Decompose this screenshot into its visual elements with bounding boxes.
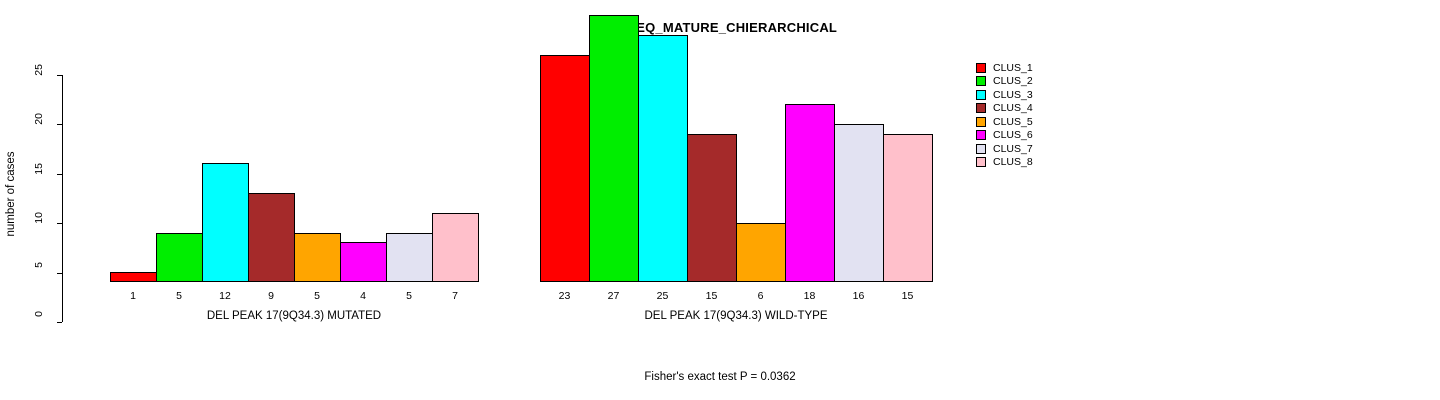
y-tick-25: [57, 75, 62, 76]
panel-mutated: 1 5 12 9 5 4 5 7 DEL PEAK 17(9Q34.3) MUTATED: [0, 60, 500, 360]
x-axis-label-mutated: DEL PEAK 17(9Q34.3) MUTATED: [206, 310, 382, 322]
y-tick-0: [57, 322, 62, 323]
legend-item-label: CLUS_3: [993, 88, 1033, 101]
bar-clus_4: [248, 193, 295, 282]
bar-clus_6: [340, 242, 387, 282]
bar-clus_4: [687, 133, 737, 282]
x-tick-label: 5: [406, 290, 412, 302]
x-tick-label: 5: [314, 290, 320, 302]
chart-title: MIRSEQ_MATURE_CHIERARCHICAL: [602, 20, 838, 35]
y-axis-line: [62, 75, 63, 322]
legend-item-label: CLUS_1: [993, 61, 1033, 74]
y-tick-5: [57, 272, 62, 274]
legend: CLUS_1 CLUS_2 CLUS_3 CLUS_4 CLUS_5 CLUS_6 CLUS…: [976, 61, 1033, 169]
bar-clus_3: [638, 35, 688, 282]
bar-clus_5: [294, 232, 341, 282]
plot-area-mutated: [110, 35, 479, 282]
x-axis-line-wildtype: [540, 281, 932, 282]
legend-item-label: CLUS_2: [993, 75, 1033, 88]
x-tick-label: 23: [558, 290, 571, 302]
bar-group-mutated: [110, 35, 479, 282]
legend-item-label: CLUS_5: [993, 115, 1033, 128]
x-tick-label: 15: [901, 290, 914, 302]
legend-item-label: CLUS_4: [993, 102, 1033, 115]
legend-swatch-icon: [976, 143, 986, 154]
legend-item-label: CLUS_7: [993, 142, 1033, 155]
bar-clus_8: [432, 212, 479, 282]
bar-clus_1: [540, 54, 590, 282]
legend-item-clus_3: CLUS_3: [976, 88, 1033, 102]
x-tick-label: 7: [452, 290, 458, 302]
x-tick-label: 6: [757, 290, 764, 302]
legend-item-clus_7: CLUS_7: [976, 142, 1033, 156]
x-tick-labels-mutated: 1 5 12 9 5 4 5 7: [110, 290, 478, 302]
x-tick-label: 5: [176, 290, 182, 302]
bar-group-wildtype: [540, 15, 933, 282]
legend-item-label: CLUS_6: [993, 129, 1033, 142]
bar-clus_7: [834, 123, 884, 282]
bar-clus_6: [785, 104, 835, 282]
legend-item-clus_2: CLUS_2: [976, 75, 1033, 89]
panel-wildtype: 23 27 25 15 6 18 16 15 DEL PEAK 17(9Q34.3) WILD…: [500, 15, 970, 360]
x-tick-label: 15: [705, 290, 718, 302]
x-axis-label-wildtype: DEL PEAK 17(9Q34.3) WILD-TYPE: [644, 310, 828, 322]
bar-clus_2: [589, 15, 639, 282]
legend-item-clus_4: CLUS_4: [976, 102, 1033, 116]
legend-item-clus_6: CLUS_6: [976, 129, 1033, 143]
x-tick-label: 12: [219, 290, 231, 302]
x-tick-label: 4: [360, 290, 366, 302]
legend-swatch-icon: [976, 157, 986, 168]
legend-swatch-icon: [976, 116, 986, 127]
plot-area-wildtype: [540, 15, 933, 282]
legend-item-label: CLUS_8: [993, 156, 1033, 169]
x-tick-label: 18: [803, 290, 816, 302]
bar-clus_7: [386, 232, 433, 282]
bar-clus_2: [156, 232, 203, 282]
bar-clus_5: [736, 222, 786, 282]
legend-item-clus_1: CLUS_1: [976, 61, 1033, 75]
y-tick-20: [57, 124, 62, 126]
legend-swatch-icon: [976, 103, 986, 114]
legend-item-clus_8: CLUS_8: [976, 156, 1033, 170]
y-tick-10: [57, 223, 62, 225]
x-tick-label: 25: [656, 290, 669, 302]
x-tick-label: 9: [268, 290, 274, 302]
legend-item-clus_5: CLUS_5: [976, 115, 1033, 129]
y-tick-15: [57, 173, 62, 175]
bar-clus_3: [202, 163, 249, 282]
legend-swatch-icon: [976, 76, 986, 87]
bar-clus_8: [883, 133, 933, 282]
legend-swatch-icon: [976, 62, 986, 73]
x-tick-labels-wildtype: 23 27 25 15 6 18 16 15: [540, 290, 932, 302]
x-tick-label: 16: [852, 290, 865, 302]
statistical-annotation: Fisher's exact test P = 0.0362: [644, 371, 796, 383]
x-tick-label: 27: [607, 290, 620, 302]
legend-swatch-icon: [976, 130, 986, 141]
x-tick-label: 1: [130, 290, 136, 302]
x-axis-line-mutated: [110, 281, 478, 282]
legend-swatch-icon: [976, 89, 986, 100]
